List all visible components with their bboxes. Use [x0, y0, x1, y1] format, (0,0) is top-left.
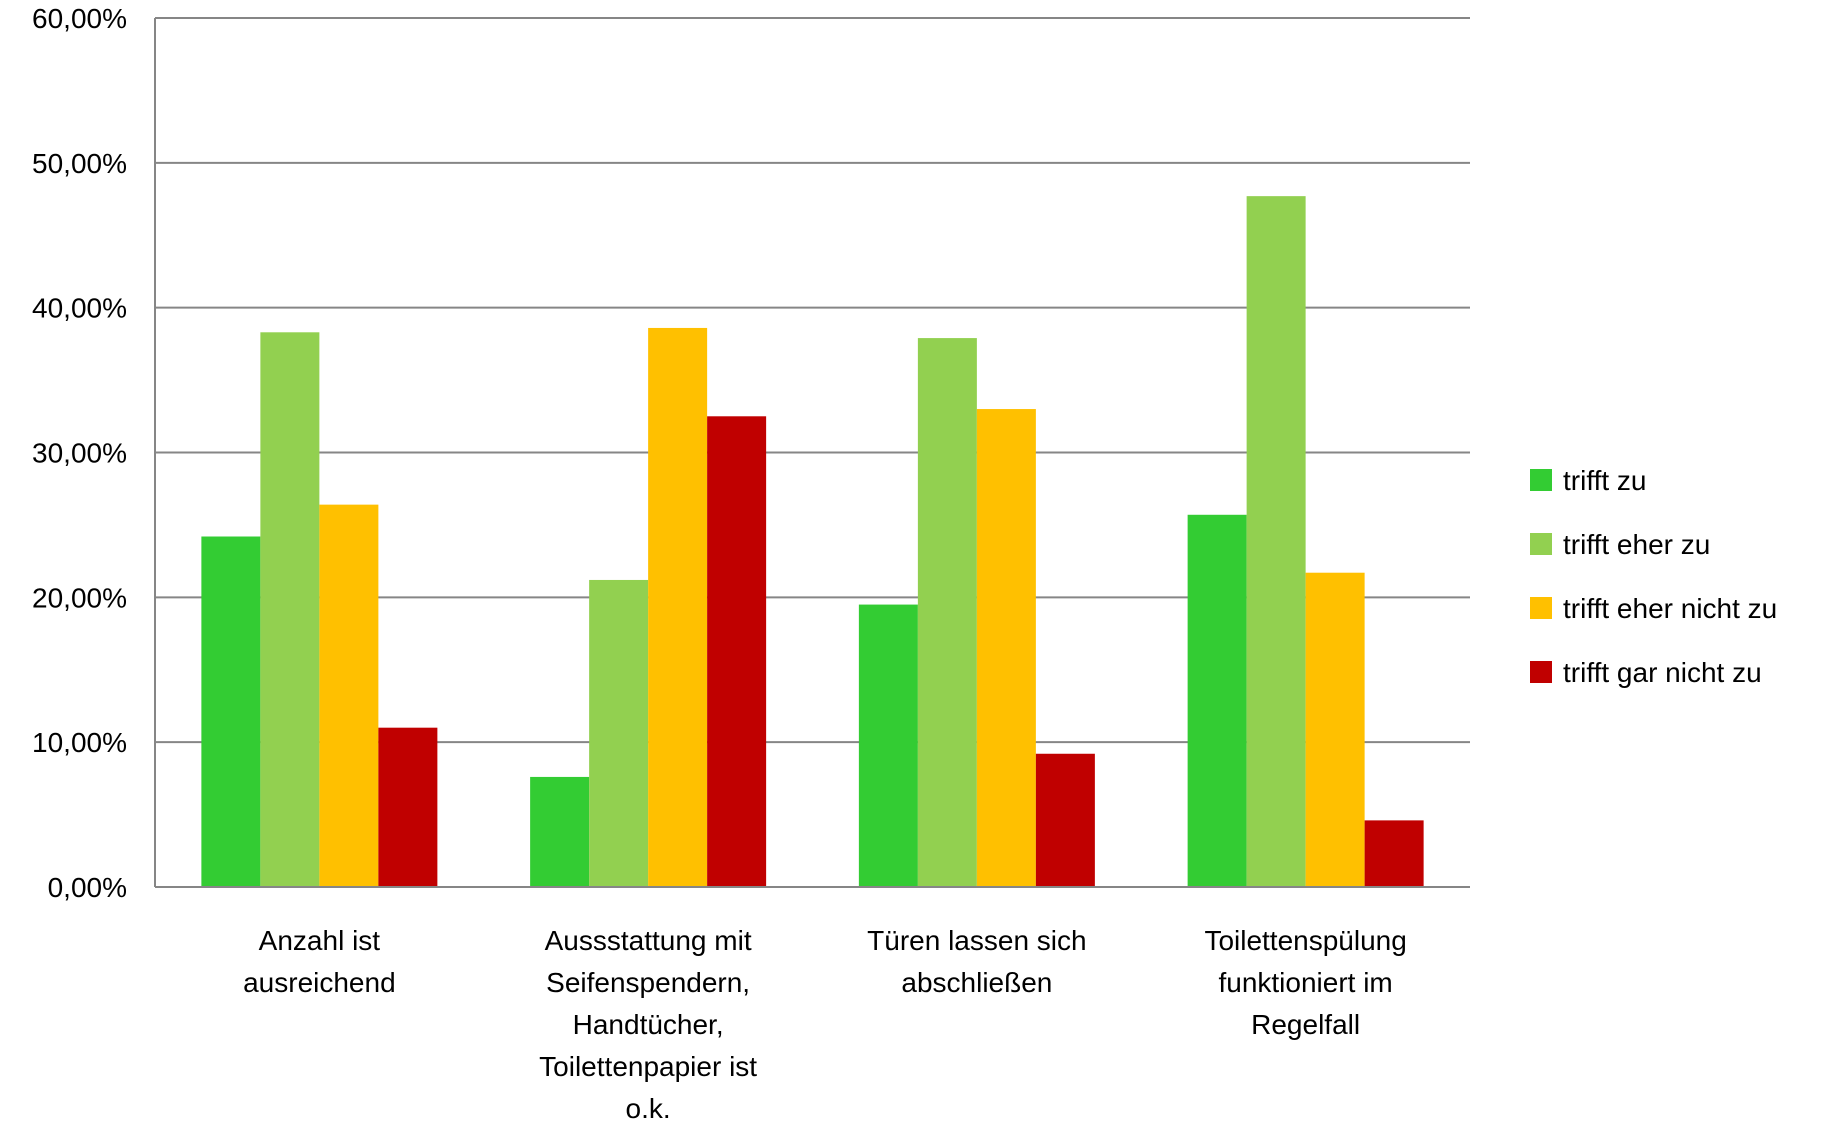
legend-swatch	[1530, 597, 1552, 619]
y-tick-label: 60,00%	[32, 3, 127, 34]
legend-item: trifft zu	[1530, 465, 1647, 496]
x-category-label: Türen lassen sich abschließen	[867, 925, 1086, 998]
legend-label: trifft eher zu	[1563, 529, 1710, 560]
x-category-label: Aussstattung mit Seifenspendern, Handtüche…	[539, 925, 757, 1124]
legend: trifft zu trifft eher zu trifft eher nicht…	[1530, 465, 1777, 688]
bar-trifft-zu: trifft zu: 19.5	[858, 604, 918, 887]
y-tick-label: 50,00%	[32, 148, 127, 179]
bar-trifft-gar-nicht-zu: trifft gar nicht zu: 4.6	[1364, 820, 1424, 887]
bar-trifft-eher-zu: trifft eher zu: 47.7	[1246, 196, 1306, 887]
legend-item: trifft eher nicht zu	[1530, 593, 1777, 624]
y-tick-label: 30,00%	[32, 438, 127, 469]
legend-label: trifft eher nicht zu	[1563, 593, 1777, 624]
bar-trifft-eher-nicht-zu: trifft eher nicht zu: 33	[976, 409, 1036, 887]
y-tick-label: 10,00%	[32, 727, 127, 758]
bar-trifft-eher-zu: trifft eher zu: 21.2	[589, 579, 649, 887]
bar-trifft-gar-nicht-zu: trifft gar nicht zu: 11	[378, 727, 438, 887]
bar-trifft-zu: trifft zu: 25.7	[1187, 514, 1247, 887]
legend-item: trifft gar nicht zu	[1530, 657, 1762, 688]
y-tick-label: 40,00%	[32, 293, 127, 324]
bars: trifft zu: 24.2 trifft zu: 7.6 trifft zu: …	[201, 196, 1424, 887]
bar-trifft-eher-zu: trifft eher zu: 38.3	[260, 332, 320, 887]
bar-trifft-eher-nicht-zu: trifft eher nicht zu: 26.4	[319, 504, 379, 887]
y-tick-label: 20,00%	[32, 582, 127, 613]
y-tick-label: 0,00%	[48, 872, 127, 903]
bar-trifft-eher-nicht-zu: trifft eher nicht zu: 38.6	[648, 327, 708, 887]
legend-label: trifft gar nicht zu	[1563, 657, 1762, 688]
legend-label: trifft zu	[1563, 465, 1647, 496]
bar-trifft-eher-nicht-zu: trifft eher nicht zu: 21.7	[1305, 572, 1365, 887]
bar-trifft-zu: trifft zu: 7.6	[530, 776, 590, 887]
x-category-label: Toilettenspülung funktioniert im Regelfall	[1204, 925, 1406, 1040]
legend-swatch	[1530, 661, 1552, 683]
legend-item: trifft eher zu	[1530, 529, 1710, 560]
legend-swatch	[1530, 469, 1552, 491]
y-tick-labels: 0,00% 10,00% 20,00% 30,00% 40,00% 50,00% 60,00…	[32, 3, 127, 903]
legend-swatch	[1530, 533, 1552, 555]
axes	[154, 18, 1470, 888]
x-category-label: Anzahl ist ausreichend	[243, 925, 396, 998]
bar-trifft-gar-nicht-zu: trifft gar nicht zu: 32.5	[707, 416, 767, 887]
bar-trifft-eher-zu: trifft eher zu: 37.9	[917, 338, 977, 887]
bar-trifft-gar-nicht-zu: trifft gar nicht zu: 9.2	[1035, 753, 1095, 887]
bar-trifft-zu: trifft zu: 24.2	[201, 536, 261, 887]
x-category-labels: Anzahl ist ausreichend Aussstattung mit Sei…	[243, 925, 1407, 1124]
